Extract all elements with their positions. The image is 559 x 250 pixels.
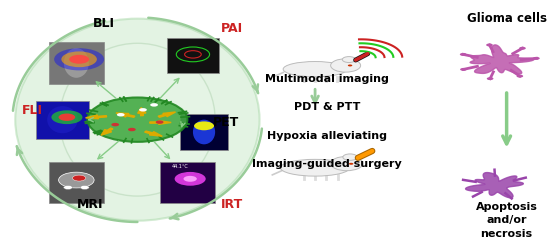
FancyArrow shape	[86, 115, 107, 119]
Circle shape	[59, 172, 94, 188]
Circle shape	[150, 103, 158, 106]
Circle shape	[54, 48, 104, 70]
Circle shape	[128, 128, 136, 131]
FancyArrow shape	[138, 108, 146, 116]
FancyArrow shape	[116, 113, 135, 117]
Ellipse shape	[193, 120, 215, 144]
Circle shape	[139, 108, 147, 112]
Circle shape	[73, 175, 86, 181]
Circle shape	[348, 64, 352, 66]
Circle shape	[519, 47, 526, 50]
Text: BLI: BLI	[93, 17, 115, 30]
Circle shape	[61, 52, 97, 67]
Ellipse shape	[64, 48, 89, 78]
Text: PDT & PTT: PDT & PTT	[294, 102, 361, 112]
Ellipse shape	[281, 159, 350, 176]
Circle shape	[51, 110, 82, 124]
Circle shape	[183, 176, 197, 182]
Circle shape	[330, 156, 363, 171]
FancyArrow shape	[145, 131, 162, 136]
Polygon shape	[470, 45, 534, 74]
Circle shape	[487, 77, 494, 80]
FancyArrow shape	[150, 121, 171, 124]
Circle shape	[69, 55, 89, 64]
Circle shape	[174, 172, 206, 186]
Text: Glioma cells: Glioma cells	[467, 12, 547, 25]
Circle shape	[111, 123, 119, 126]
Text: Apoptosis
and/or
necrosis: Apoptosis and/or necrosis	[476, 202, 538, 239]
FancyBboxPatch shape	[181, 114, 228, 150]
FancyBboxPatch shape	[36, 100, 89, 139]
FancyBboxPatch shape	[167, 38, 219, 73]
Circle shape	[517, 75, 523, 78]
Ellipse shape	[283, 62, 347, 77]
Text: 44.1°C: 44.1°C	[172, 164, 188, 169]
Circle shape	[460, 53, 467, 56]
FancyBboxPatch shape	[160, 162, 215, 203]
Ellipse shape	[47, 106, 78, 133]
Circle shape	[486, 44, 493, 46]
Circle shape	[59, 114, 75, 121]
FancyBboxPatch shape	[49, 162, 104, 203]
FancyArrow shape	[101, 128, 113, 135]
Circle shape	[194, 122, 214, 130]
Text: MRI: MRI	[77, 198, 103, 211]
Circle shape	[343, 154, 357, 160]
Text: Multimodal imaging: Multimodal imaging	[266, 74, 389, 84]
Text: PAI: PAI	[221, 22, 243, 35]
Text: Hypoxia alleviating: Hypoxia alleviating	[267, 131, 387, 141]
Circle shape	[156, 120, 164, 124]
Circle shape	[87, 98, 187, 142]
Circle shape	[533, 57, 540, 60]
Text: Imaging-guided surgery: Imaging-guided surgery	[253, 159, 402, 169]
Ellipse shape	[15, 19, 259, 221]
Circle shape	[117, 113, 125, 116]
FancyArrow shape	[158, 112, 176, 117]
Text: FLI: FLI	[21, 104, 42, 117]
Ellipse shape	[60, 43, 215, 196]
Circle shape	[460, 68, 467, 71]
FancyBboxPatch shape	[49, 42, 104, 84]
Circle shape	[64, 186, 73, 190]
Text: IRT: IRT	[221, 198, 243, 211]
Circle shape	[330, 59, 361, 72]
Polygon shape	[466, 172, 523, 198]
Circle shape	[342, 56, 356, 62]
Circle shape	[349, 163, 353, 165]
Circle shape	[80, 186, 89, 190]
Text: PET: PET	[213, 116, 239, 129]
